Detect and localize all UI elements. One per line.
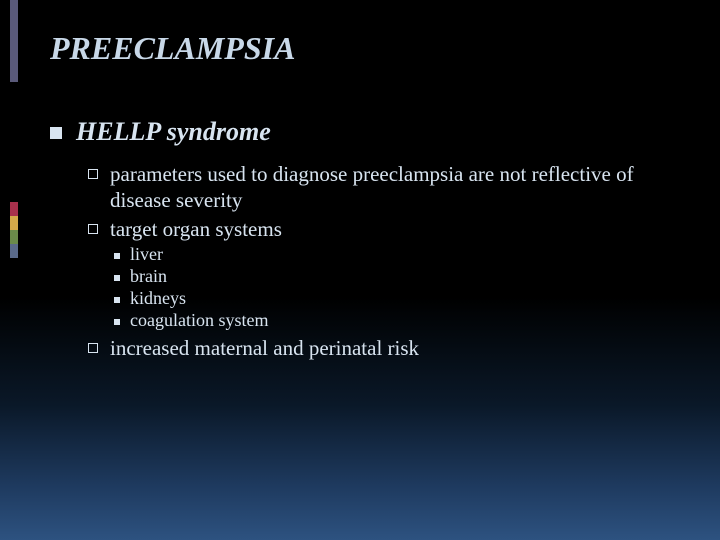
bullet-small-icon <box>114 253 120 259</box>
l3-text: brain <box>130 266 167 287</box>
l2-text: parameters used to diagnose preeclampsia… <box>110 161 690 214</box>
accent-segment <box>10 244 18 258</box>
accent-sidebar <box>10 0 18 540</box>
slide-content: PREECLAMPSIA HELLP syndrome parameters u… <box>50 30 690 363</box>
bullet-filled-icon <box>50 127 62 139</box>
bullet-small-icon <box>114 319 120 325</box>
list-item-l3: coagulation system <box>114 310 690 331</box>
list-item-l3: brain <box>114 266 690 287</box>
bullet-hollow-icon <box>88 169 98 179</box>
bullet-small-icon <box>114 297 120 303</box>
l3-text: coagulation system <box>130 310 268 331</box>
list-item-l2: parameters used to diagnose preeclampsia… <box>88 161 690 214</box>
bullet-small-icon <box>114 275 120 281</box>
l3-group: liver brain kidneys coagulation system <box>114 244 690 331</box>
l3-text: kidneys <box>130 288 186 309</box>
l2-text: increased maternal and perinatal risk <box>110 335 419 361</box>
list-item-l3: kidneys <box>114 288 690 309</box>
slide-title: PREECLAMPSIA <box>50 30 690 67</box>
bullet-hollow-icon <box>88 343 98 353</box>
bullet-hollow-icon <box>88 224 98 234</box>
list-item-l2: target organ systems <box>88 216 690 242</box>
accent-segment <box>10 216 18 230</box>
l1-text: HELLP syndrome <box>76 117 271 147</box>
l2-group: parameters used to diagnose preeclampsia… <box>88 161 690 361</box>
list-item-l3: liver <box>114 244 690 265</box>
list-item-l1: HELLP syndrome <box>50 117 690 147</box>
accent-spacer <box>10 82 18 202</box>
l3-text: liver <box>130 244 163 265</box>
accent-segment <box>10 230 18 244</box>
accent-segment <box>10 0 18 82</box>
list-item-l2: increased maternal and perinatal risk <box>88 335 690 361</box>
l2-text: target organ systems <box>110 216 282 242</box>
accent-segment <box>10 202 18 216</box>
